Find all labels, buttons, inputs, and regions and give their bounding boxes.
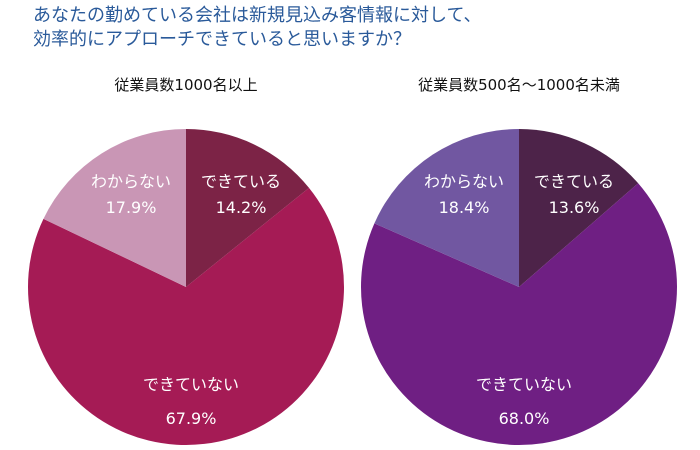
pie-1-value-label: 17.9%	[106, 198, 157, 217]
pie-1-value-label: 67.9%	[166, 409, 217, 428]
title-line-2: 効率的にアプローチできていると思いますか？	[33, 29, 411, 50]
pie-1-category-label: わからない	[91, 172, 171, 191]
pie-2-title: 従業員数500名～1000名未満	[418, 76, 620, 94]
pie-1-value-label: 14.2%	[216, 198, 267, 217]
pie-2-slice-3	[374, 129, 519, 287]
pie-1-slice-3	[43, 129, 187, 287]
pie-2-value-label: 13.6%	[549, 198, 600, 217]
pie-2-category-label: わからない	[424, 172, 504, 191]
pie-1-title: 従業員数1000名以上	[114, 76, 258, 94]
pie-2-slice-1	[519, 129, 639, 287]
pie-2-category-label: できていない	[476, 375, 572, 394]
pie-2-category-label: できている	[534, 172, 614, 191]
pie-1-slice-2	[27, 187, 345, 445]
pie-2-slice-2	[361, 183, 677, 445]
pie-1-category-label: できていない	[143, 375, 239, 394]
pie-2-value-label: 18.4%	[439, 198, 490, 217]
chart-title: あなたの勤めている会社は新規見込み客情報に対して、 効率的にアプローチできている…	[33, 4, 482, 52]
pie-1-category-label: できている	[201, 172, 281, 191]
pie-2-value-label: 68.0%	[499, 409, 550, 428]
pie-1-slice-1	[186, 129, 309, 287]
title-line-1: あなたの勤めている会社は新規見込み客情報に対して、	[33, 5, 482, 26]
